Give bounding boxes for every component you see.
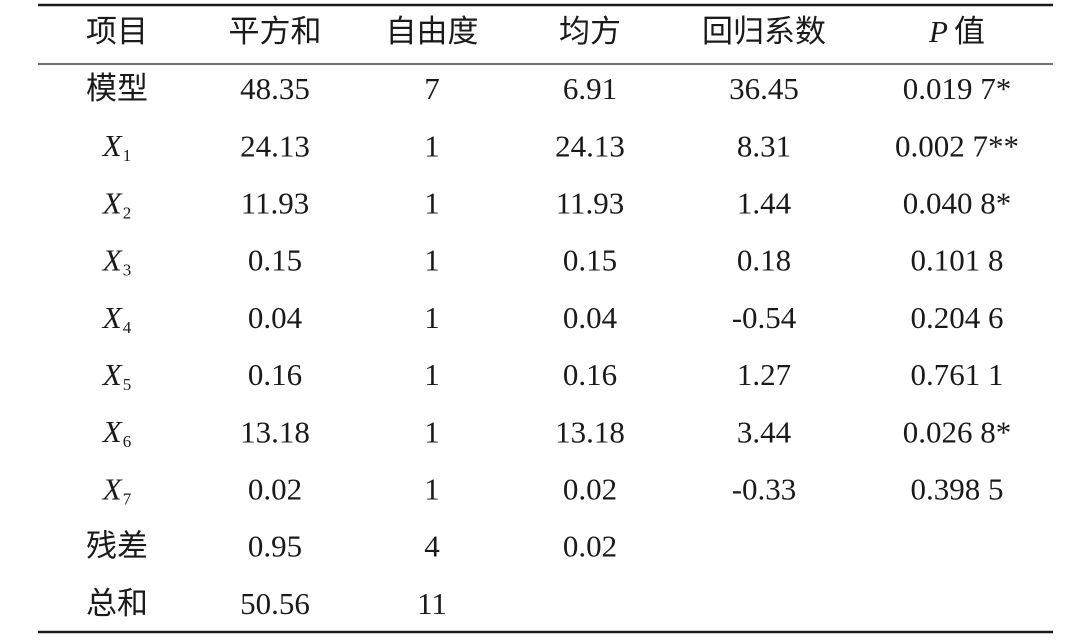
italic-part: X xyxy=(101,243,123,278)
cell: 0.02 xyxy=(248,472,302,507)
cell: 0.04 xyxy=(248,300,303,335)
cell: 0.15 xyxy=(563,243,617,278)
header-cell: 自由度 xyxy=(386,14,479,49)
cell: 0.18 xyxy=(737,243,791,278)
row-label: 模型 xyxy=(86,71,148,106)
cell: 13.18 xyxy=(240,414,310,449)
cell: 1.44 xyxy=(737,186,792,221)
cell: 11.93 xyxy=(556,186,625,221)
cell: 0.02 xyxy=(563,472,617,507)
cell: 4 xyxy=(424,529,440,564)
subscript: 6 xyxy=(123,432,132,451)
cell: 0.761 1 xyxy=(911,357,1004,392)
cell: 0.040 8* xyxy=(903,186,1012,221)
subscript: 7 xyxy=(123,489,132,508)
header-part: 值 xyxy=(954,14,985,49)
row-label: X5 xyxy=(101,357,131,394)
header-cell: 均方 xyxy=(559,14,621,49)
cell: 1 xyxy=(424,300,440,335)
cell: -0.33 xyxy=(732,472,797,507)
cell: 11 xyxy=(417,586,447,621)
italic-part: X xyxy=(101,414,123,449)
row-label: 残差 xyxy=(86,529,148,564)
cell: 0.002 7** xyxy=(895,128,1019,163)
cell: 48.35 xyxy=(240,71,310,106)
cell: 0.04 xyxy=(563,300,618,335)
row-label: X7 xyxy=(101,472,132,509)
header-cell: 项目 xyxy=(86,14,148,49)
subscript: 1 xyxy=(123,146,132,165)
cell: 0.026 8* xyxy=(903,414,1012,449)
italic-part: X xyxy=(101,128,123,163)
italic-part: P xyxy=(928,14,948,49)
header-cell: 平方和 xyxy=(229,14,322,49)
cell: 0.398 5 xyxy=(911,472,1004,507)
cell: 1 xyxy=(424,128,440,163)
cell: 1 xyxy=(424,243,440,278)
cell: 0.02 xyxy=(563,529,617,564)
cell: 0.204 6 xyxy=(911,300,1004,335)
cell: 1 xyxy=(424,414,440,449)
row-label: 总和 xyxy=(86,586,148,621)
row-label: X3 xyxy=(101,243,131,280)
cell: 0.95 xyxy=(248,529,302,564)
cell: 0.16 xyxy=(248,357,302,392)
cell: 6.91 xyxy=(563,71,617,106)
cell: 1 xyxy=(424,186,440,221)
cell: 0.101 8 xyxy=(911,243,1004,278)
cell: 8.31 xyxy=(737,128,791,163)
italic-part: X xyxy=(101,186,123,221)
row-label: X4 xyxy=(101,300,132,337)
header-cell: 回归系数 xyxy=(702,14,826,49)
cell: -0.54 xyxy=(732,300,797,335)
subscript: 2 xyxy=(123,203,132,222)
italic-part: X xyxy=(101,472,123,507)
subscript: 3 xyxy=(123,261,132,280)
cell: 36.45 xyxy=(729,71,799,106)
cell: 24.13 xyxy=(555,128,625,163)
row-label: X1 xyxy=(101,128,131,165)
cell: 1.27 xyxy=(737,357,791,392)
cell: 1 xyxy=(424,472,440,507)
subscript: 5 xyxy=(123,375,132,394)
cell: 50.56 xyxy=(240,586,310,621)
cell: 1 xyxy=(424,357,440,392)
cell: 11.93 xyxy=(241,186,310,221)
cell: 0.15 xyxy=(248,243,302,278)
cell: 3.44 xyxy=(737,414,792,449)
row-label: X2 xyxy=(101,186,131,223)
cell: 0.16 xyxy=(563,357,617,392)
subscript: 4 xyxy=(123,318,132,337)
cell: 0.019 7* xyxy=(903,71,1012,106)
row-label: X6 xyxy=(101,414,131,451)
cell: 24.13 xyxy=(240,128,310,163)
cell: 13.18 xyxy=(555,414,625,449)
italic-part: X xyxy=(101,357,123,392)
italic-part: X xyxy=(101,300,123,335)
cell: 7 xyxy=(424,71,440,106)
